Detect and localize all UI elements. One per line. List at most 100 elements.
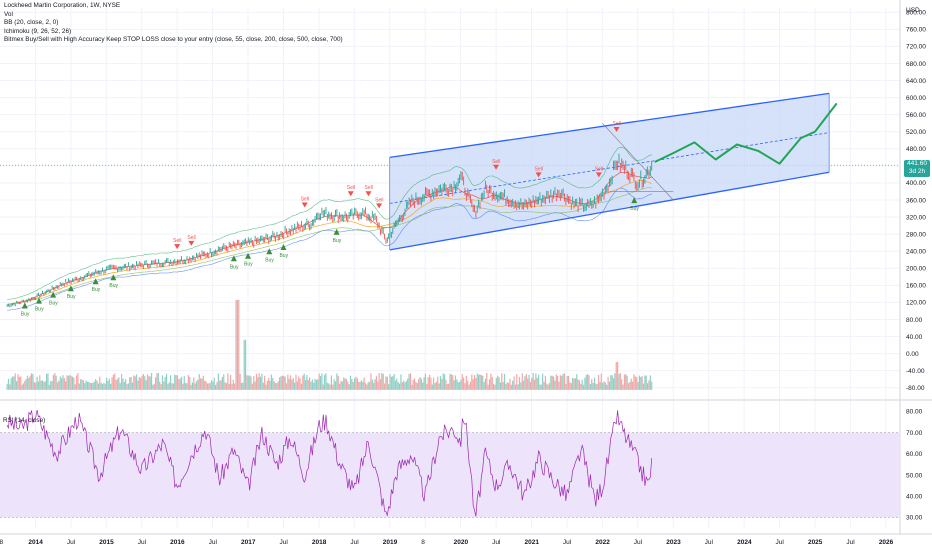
volume-bar xyxy=(81,379,83,390)
volume-bar xyxy=(625,373,627,390)
volume-bar xyxy=(363,377,365,390)
rsi-legend[interactable]: RSI (14, close) xyxy=(3,417,46,424)
volume-bar xyxy=(476,373,478,390)
volume-bar xyxy=(227,373,229,390)
volume-bar xyxy=(251,383,253,390)
sell-label: Sell xyxy=(347,185,355,191)
volume-bar xyxy=(253,376,255,390)
volume-bar xyxy=(531,377,533,390)
legend-volume[interactable]: Vol xyxy=(4,10,13,18)
sell-marker xyxy=(188,240,195,246)
volume-bar xyxy=(111,377,113,390)
volume-bar xyxy=(617,361,619,390)
volume-bar xyxy=(270,374,273,390)
volume-bar xyxy=(145,380,147,390)
volume-bar xyxy=(80,379,82,390)
volume-bar xyxy=(520,382,522,390)
volume-bar xyxy=(108,378,110,390)
volume-bar xyxy=(493,383,495,390)
price-tick-label: 80.00 xyxy=(906,317,923,324)
volume-bar xyxy=(310,381,312,390)
time-tick-label: 2025 xyxy=(808,539,823,546)
volume-bar xyxy=(622,384,624,390)
volume-bar xyxy=(383,383,386,390)
time-axis[interactable]: 8 2014 Jul 2015 Jul 2016 Jul 2017 Jul 2018 Jul 2019… xyxy=(0,539,894,546)
volume-bar xyxy=(446,384,448,390)
projection-path[interactable] xyxy=(602,103,838,201)
volume-bar xyxy=(524,376,526,390)
volume-bar xyxy=(413,378,416,390)
volume-bar xyxy=(216,382,218,390)
volume-bar xyxy=(426,383,428,390)
volume-bar xyxy=(389,374,391,390)
volume-bar xyxy=(97,383,99,390)
legend-ichimoku[interactable]: Ichimoku (9, 26, 52, 26) xyxy=(4,27,72,35)
volume-bar xyxy=(381,373,383,390)
price-tick-label: -40.00 xyxy=(906,368,925,375)
volume-bar xyxy=(626,375,628,390)
volume-bar xyxy=(93,381,95,390)
volume-bar xyxy=(9,384,11,390)
volume-bar xyxy=(472,379,474,390)
volume-bar xyxy=(165,373,168,390)
volume-bar xyxy=(441,378,443,390)
volume-bar xyxy=(232,379,234,390)
rsi-axis[interactable]: 80.00 70.00 60.00 50.00 40.00 30.00 xyxy=(906,409,923,522)
volume-bar xyxy=(599,381,601,390)
volume-bar xyxy=(95,379,97,390)
chart-title[interactable]: Lockheed Martin Corporation, 1W, NYSE xyxy=(4,2,121,9)
buy-label: Buy xyxy=(21,312,30,318)
volume-bar xyxy=(439,376,442,390)
buy-label: Buy xyxy=(67,294,76,300)
buy-marker xyxy=(35,297,42,304)
regression-channel[interactable] xyxy=(389,92,830,251)
volume-bar xyxy=(164,376,166,390)
volume-bar xyxy=(249,375,251,390)
legend-bollinger[interactable]: BB (20, close, 2, 0) xyxy=(4,19,59,27)
volume-bar xyxy=(268,377,270,390)
volume-bar xyxy=(208,383,210,390)
volume-bar xyxy=(238,299,240,390)
volume-bar xyxy=(24,380,26,390)
volume-bar xyxy=(490,373,492,390)
buy-marker xyxy=(67,285,74,292)
volume-bar xyxy=(645,375,647,390)
volume-bar xyxy=(39,375,41,390)
volume-bar xyxy=(434,383,436,390)
volume-bar xyxy=(243,339,245,390)
volume-bar xyxy=(182,383,184,390)
volume-bar xyxy=(11,376,14,390)
volume-bar xyxy=(123,381,125,390)
time-tick-label: 2018 xyxy=(312,539,327,546)
volume-bar xyxy=(319,376,322,390)
volume-bar xyxy=(566,375,568,390)
volume-bar xyxy=(306,374,308,390)
volume-bar xyxy=(28,377,30,390)
volume-bar xyxy=(20,376,22,390)
volume-bar xyxy=(371,379,373,390)
volume-bar xyxy=(543,381,545,390)
price-tick-label: 480.00 xyxy=(906,146,926,153)
volume-bar xyxy=(156,373,158,390)
volume-bar xyxy=(379,379,382,390)
volume-bar xyxy=(273,381,275,390)
volume-bar xyxy=(486,373,488,390)
volume-bar xyxy=(610,375,612,390)
volume-bar xyxy=(148,376,150,390)
volume-bar xyxy=(546,383,548,390)
volume-bar xyxy=(328,383,330,390)
volume-bar xyxy=(505,384,507,390)
channel-mid-line xyxy=(389,132,830,204)
volume-bar xyxy=(491,376,493,390)
volume-bar xyxy=(281,375,283,390)
legend-bitmex-signal[interactable]: Bitmex Buy/Sell with High Accuracy Keep … xyxy=(4,36,343,44)
volume-bar xyxy=(611,375,613,390)
volume-bar xyxy=(266,380,268,390)
sell-marker xyxy=(493,164,500,170)
volume-bar xyxy=(642,383,645,390)
volume-bar xyxy=(420,378,422,390)
